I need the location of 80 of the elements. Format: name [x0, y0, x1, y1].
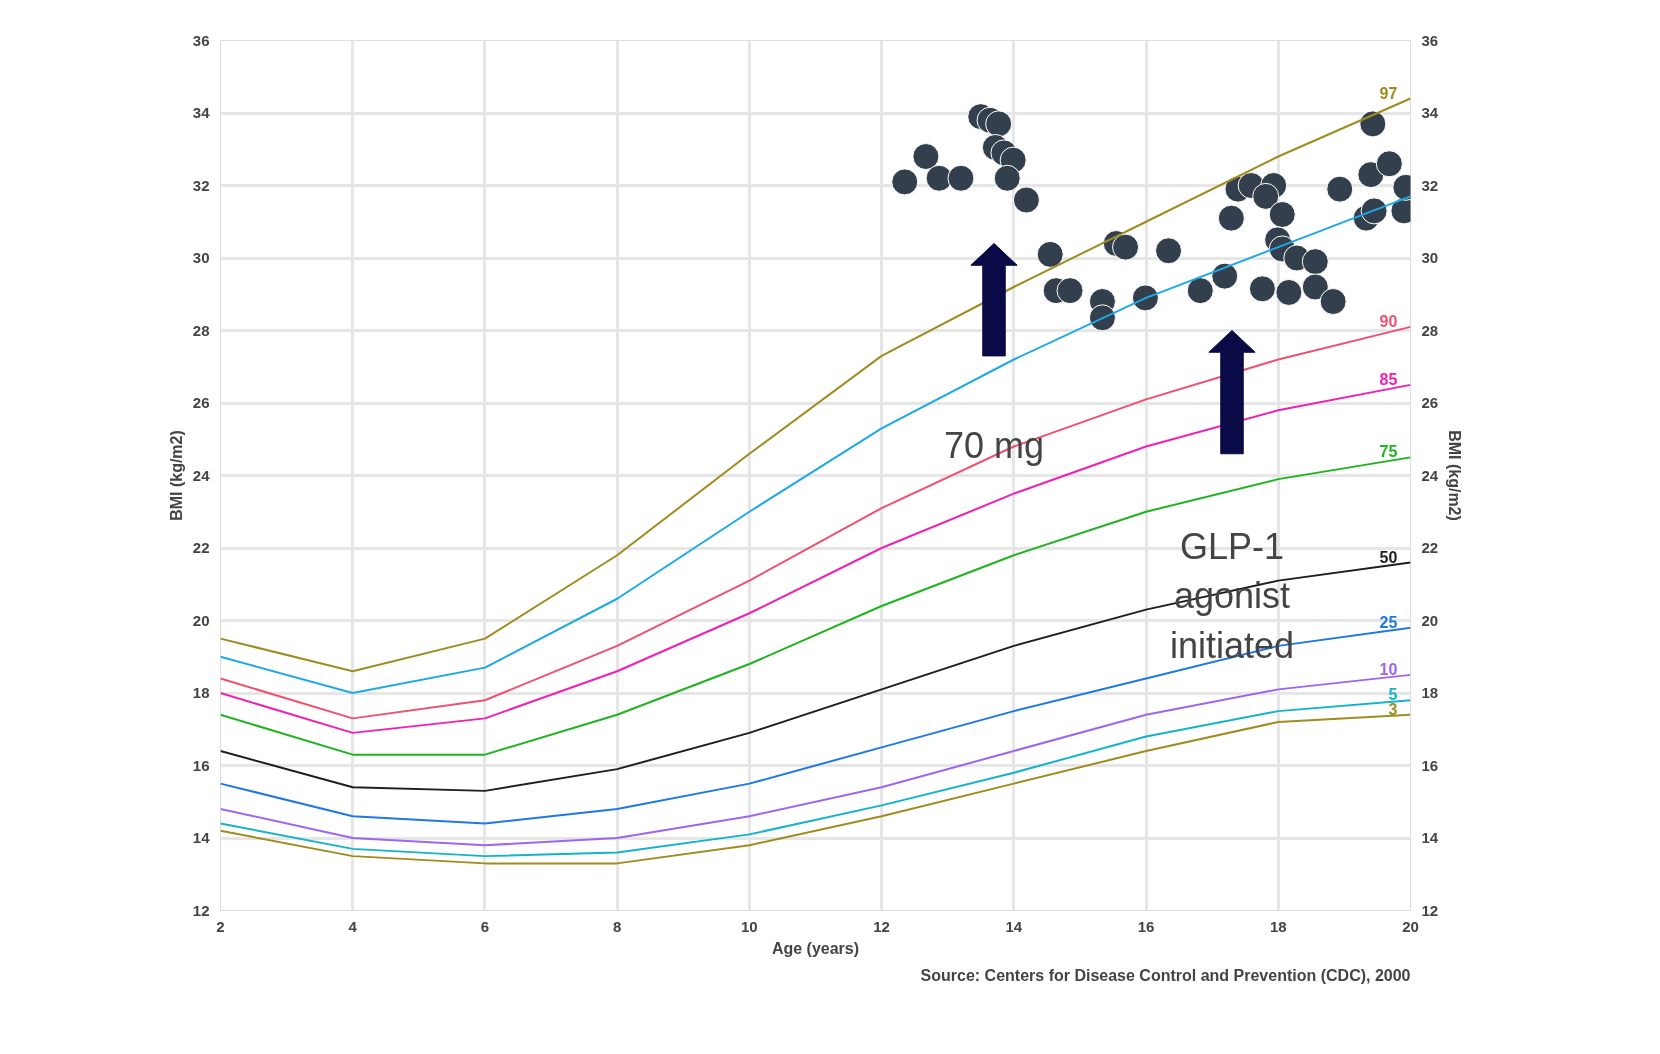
y2-tick-label: 28 — [1421, 321, 1439, 339]
y-tick-label: 18 — [192, 684, 210, 701]
y-tick-label: 30 — [192, 249, 210, 266]
y2-tick-label: 24 — [1421, 466, 1439, 484]
line-series — [220, 383, 1411, 734]
y2-tick-label: 18 — [1421, 684, 1439, 701]
x-tick-label: 10 — [741, 917, 758, 935]
line-series — [220, 97, 1411, 673]
y2-axis-title: BMI (kg/m2) — [1446, 430, 1464, 521]
point — [1252, 182, 1280, 210]
point — [1326, 175, 1354, 203]
x-tick-label: 14 — [1005, 917, 1023, 935]
point — [1375, 150, 1403, 178]
x-axis-title: Age (years) — [771, 939, 860, 957]
point — [912, 143, 940, 170]
x-tick-label: 8 — [613, 917, 622, 935]
y2-tick-label: 36 — [1421, 31, 1439, 49]
point — [1036, 240, 1064, 268]
point — [1056, 277, 1084, 305]
point — [947, 164, 975, 192]
y-tick-label: 22 — [192, 539, 210, 556]
x-tick-label: 6 — [480, 917, 490, 935]
point — [1301, 248, 1329, 276]
point — [1211, 262, 1239, 290]
point — [1217, 204, 1245, 232]
y-tick-label: 14 — [192, 829, 211, 846]
x-tick-label: 4 — [348, 917, 358, 935]
y2-tick-label: 30 — [1421, 249, 1439, 266]
x-tick-label: 18 — [1269, 917, 1287, 935]
y2-tick-label: 12 — [1421, 901, 1439, 919]
y-tick-label: 26 — [192, 394, 210, 411]
source-note: Source: Centers for Disease Control and Prevention (CDC), 2000 — [920, 966, 1411, 984]
y2-tick-label: 14 — [1421, 829, 1439, 846]
y-tick-label: 34 — [192, 104, 211, 121]
y-tick-label: 12 — [192, 901, 210, 919]
point — [1131, 284, 1159, 312]
series-label: 90 — [1379, 312, 1398, 330]
point — [925, 164, 953, 192]
point — [985, 110, 1013, 138]
y2-tick-label: 16 — [1421, 756, 1439, 774]
y2-tick-label: 22 — [1421, 539, 1439, 556]
series-label: 10 — [1379, 660, 1398, 678]
point — [1301, 273, 1329, 301]
series-label: 97 — [1379, 84, 1398, 102]
line-series — [220, 626, 1411, 825]
y2-tick-label: 34 — [1421, 104, 1439, 121]
y-tick-label: 28 — [192, 321, 210, 339]
point — [1012, 186, 1040, 214]
y-axis-title: BMI (kg/m2) — [167, 430, 185, 521]
point — [1268, 201, 1296, 228]
point — [1155, 237, 1183, 265]
point — [1359, 110, 1387, 138]
y2-tick-label: 32 — [1421, 176, 1439, 194]
x-tick-label: 12 — [873, 917, 890, 935]
y-tick-label: 36 — [192, 31, 210, 49]
series-label: 75 — [1379, 443, 1398, 461]
x-tick-label: 2 — [216, 917, 225, 935]
y-tick-label: 16 — [192, 756, 210, 774]
series-label: 50 — [1379, 548, 1398, 566]
y-tick-label: 32 — [192, 176, 210, 194]
point — [891, 168, 919, 196]
point — [993, 164, 1021, 192]
point — [1319, 288, 1347, 315]
point — [1248, 275, 1276, 303]
y-tick-label: 24 — [192, 466, 211, 484]
x-tick-label: 16 — [1137, 917, 1155, 935]
y-tick-label: 20 — [192, 611, 210, 629]
point — [1186, 277, 1214, 305]
point — [1275, 278, 1303, 306]
series-label: 85 — [1379, 370, 1398, 388]
line-series — [220, 673, 1411, 847]
point — [1360, 197, 1388, 225]
x-tick-label: 20 — [1402, 917, 1419, 935]
y2-tick-label: 26 — [1421, 394, 1439, 411]
line-series — [220, 561, 1411, 792]
point — [1088, 304, 1116, 332]
series-label: 25 — [1379, 613, 1398, 631]
line-series — [220, 325, 1411, 720]
y2-tick-label: 20 — [1421, 611, 1439, 629]
point — [1112, 233, 1140, 261]
